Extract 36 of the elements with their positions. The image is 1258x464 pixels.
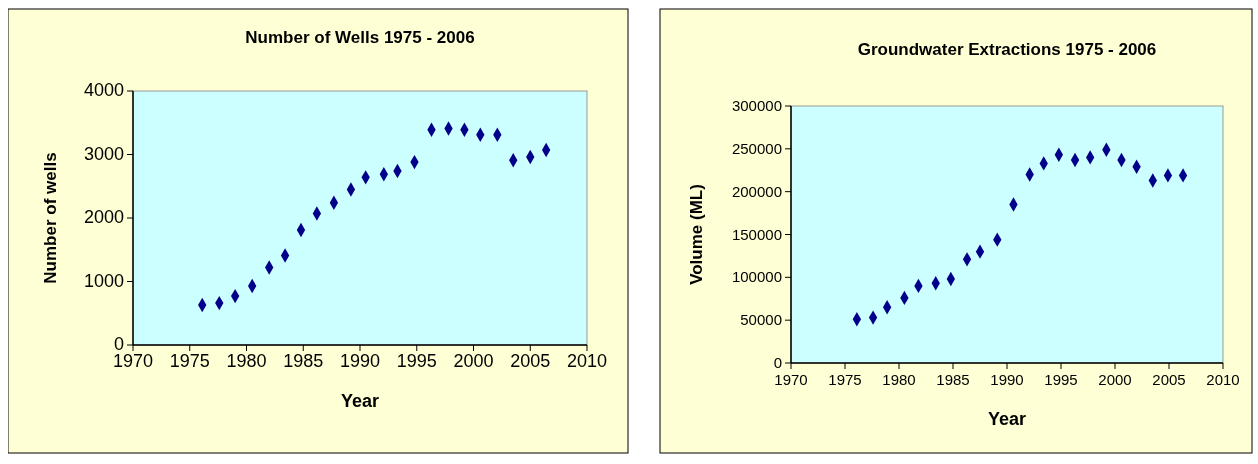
x-tick-label: 2005 (1152, 371, 1186, 388)
y-tick-label: 100000 (731, 268, 782, 286)
chart-title: Number of Wells 1975 - 2006 (245, 28, 475, 47)
y-tick-label: 200000 (731, 182, 782, 200)
x-tick-label: 1980 (882, 371, 916, 388)
x-tick-label: 1970 (112, 351, 154, 371)
x-tick-label: 2000 (1098, 371, 1132, 388)
y-axis-title: Volume (ML) (687, 184, 706, 285)
y-tick-label: 0 (113, 334, 124, 354)
x-tick-label: 1975 (169, 351, 210, 371)
y-axis-title: Number of wells (41, 152, 60, 284)
x-tick-label: 2010 (1206, 371, 1240, 388)
x-tick-label: 1980 (226, 351, 267, 371)
x-axis-title: Year (340, 391, 380, 411)
x-tick-label: 1970 (774, 371, 808, 388)
x-tick-label: 1985 (283, 351, 324, 371)
y-tick-label: 4000 (83, 80, 124, 100)
x-tick-label: 2005 (510, 351, 551, 371)
chart-title: Groundwater Extractions 1975 - 2006 (857, 40, 1157, 59)
y-tick-label: 50000 (740, 311, 782, 329)
x-tick-label: 1995 (1044, 371, 1078, 388)
x-tick-label: 1985 (936, 371, 970, 388)
x-tick-label: 1990 (339, 351, 381, 371)
y-tick-label: 0 (773, 354, 782, 371)
x-tick-label: 1975 (828, 371, 862, 388)
y-tick-label: 1000 (83, 270, 124, 291)
y-tick-label: 150000 (731, 225, 782, 243)
y-tick-label: 3000 (83, 143, 124, 164)
x-tick-label: 2000 (453, 351, 494, 371)
y-tick-label: 2000 (83, 207, 124, 227)
x-axis-title: Year (987, 409, 1027, 429)
y-tick-label: 300000 (731, 97, 782, 114)
y-tick-label: 250000 (731, 139, 782, 157)
x-tick-label: 2010 (566, 351, 608, 371)
x-tick-label: 1990 (990, 371, 1024, 388)
x-tick-label: 1995 (396, 351, 437, 371)
